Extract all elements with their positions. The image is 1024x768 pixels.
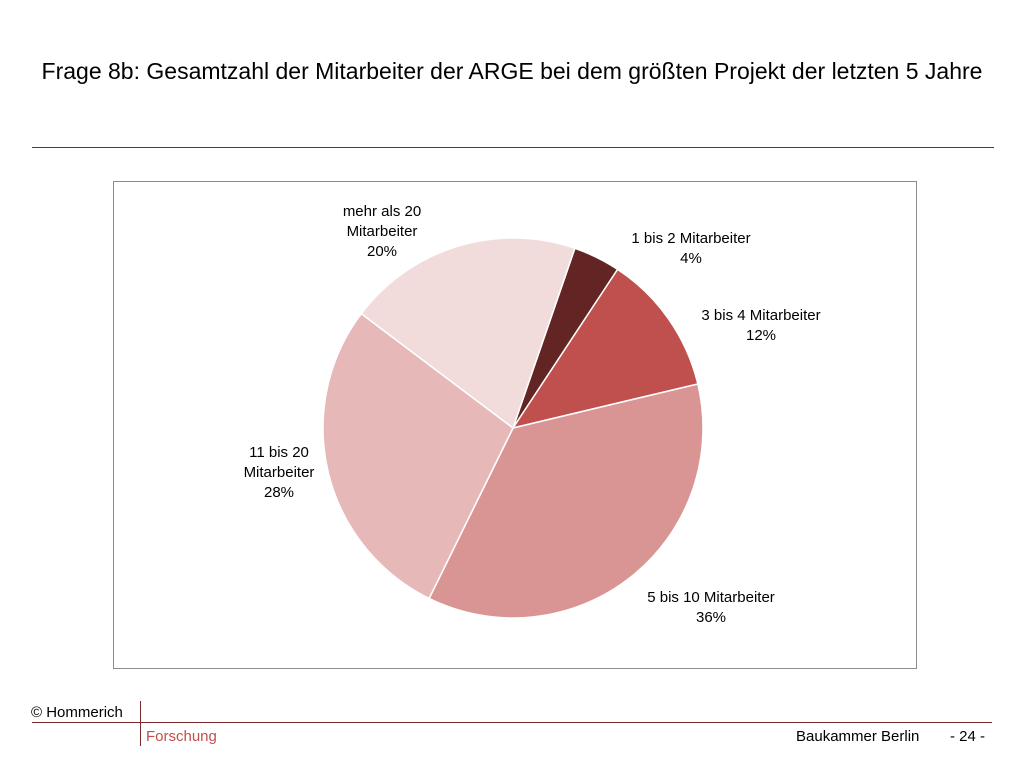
slice-category: mehr als 20 — [343, 203, 421, 220]
page-title: Frage 8b: Gesamtzahl der Mitarbeiter der… — [41, 58, 983, 84]
department-text: Forschung — [146, 728, 217, 745]
pie-slice — [428, 383, 704, 619]
footer-horizontal-divider — [32, 722, 992, 723]
title-divider — [32, 147, 994, 148]
slice-label: 11 bis 20 Mitarbeiter 28% — [244, 444, 315, 501]
slice-label: 3 bis 4 Mitarbeiter 12% — [701, 307, 820, 344]
slice-percentage: 20% — [367, 243, 397, 260]
pie-slice — [511, 268, 699, 430]
slice-label: 5 bis 10 Mitarbeiter 36% — [647, 589, 775, 626]
organization-text: Baukammer Berlin — [796, 728, 920, 745]
chart-frame — [113, 181, 917, 669]
slice-category: Mitarbeiter — [347, 223, 418, 240]
slice-percentage: 36% — [696, 609, 726, 626]
slice-category: 1 bis 2 Mitarbeiter — [631, 230, 750, 247]
pie-slice — [322, 312, 514, 600]
slice-category: 3 bis 4 Mitarbeiter — [701, 307, 820, 324]
slice-category: 11 bis 20 — [249, 444, 309, 461]
slice-category: Mitarbeiter — [244, 464, 315, 481]
copyright-text: © Hommerich — [31, 704, 123, 721]
pie-slice — [360, 237, 576, 430]
slice-label: mehr als 20 Mitarbeiter 20% — [343, 203, 421, 260]
slice-percentage: 28% — [264, 484, 294, 501]
slice-percentage: 12% — [746, 327, 776, 344]
footer-vertical-divider — [140, 701, 141, 746]
slice-label: 1 bis 2 Mitarbeiter 4% — [631, 230, 750, 267]
page-number: - 24 - — [950, 728, 986, 745]
slice-percentage: 4% — [680, 250, 702, 267]
slice-category: 5 bis 10 Mitarbeiter — [647, 589, 775, 606]
